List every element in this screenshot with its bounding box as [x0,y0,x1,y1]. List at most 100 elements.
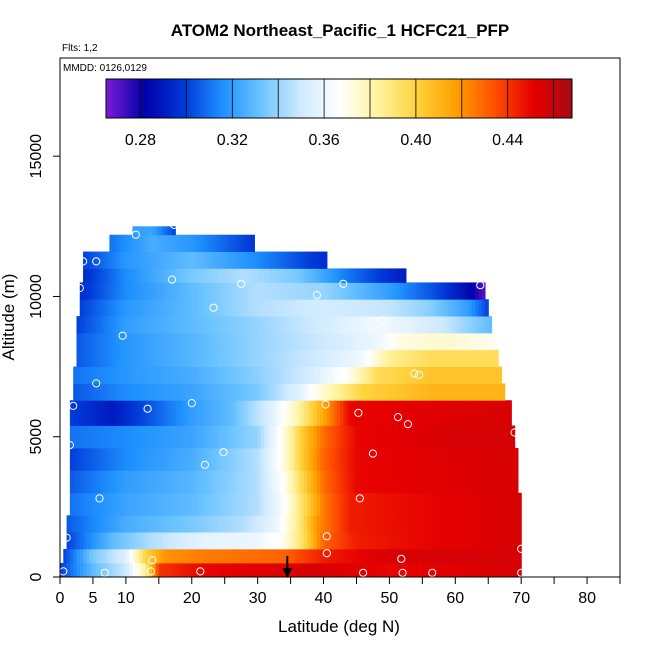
heatmap-cell [353,282,358,300]
colorbar-swatch [467,79,471,118]
heatmap-cell [471,562,476,578]
heatmap-cell [445,282,450,300]
heatmap-cell [244,548,249,564]
heatmap-cell [191,532,196,550]
heatmap-cell [349,349,354,367]
heatmap-cell [445,400,450,426]
heatmap-cell [287,548,292,564]
heatmap-cell [389,366,394,384]
heatmap-cell [389,492,394,516]
heatmap-cell [320,332,325,351]
heatmap-cell [452,282,456,300]
heatmap-cell [168,548,173,564]
heatmap-cell [405,282,410,300]
sample-marker [146,567,155,576]
heatmap-cell [214,447,219,471]
heatmap-cell [76,515,81,533]
heatmap-cell [178,562,183,578]
heatmap-cell [112,282,117,300]
heatmap-cell [369,532,374,550]
sample-marker [339,279,348,288]
heatmap-cell [438,492,443,516]
heatmap-cell [165,251,170,269]
heatmap-cell [382,383,387,401]
heatmap-cell [201,492,206,516]
heatmap-cell [204,234,209,252]
heatmap-cell [475,366,479,384]
colorbar-swatch [513,79,518,118]
heatmap-cell [241,562,246,578]
heatmap-cell [247,562,252,578]
heatmap-cell [102,447,107,471]
heatmap-cell [399,447,404,471]
heatmap-cell [333,299,338,317]
heatmap-cell [445,425,450,449]
heatmap-cell [102,332,107,351]
heatmap-cell [465,383,470,401]
heatmap-cell [208,492,213,516]
heatmap-cell [204,383,209,401]
heatmap-cell [517,548,522,564]
heatmap-cell [274,251,279,269]
heatmap-cell [287,316,292,334]
colorbar-swatch [132,79,136,118]
heatmap-cell [191,268,196,283]
heatmap-cell [89,562,94,578]
heatmap-cell [435,299,440,317]
heatmap-cell [241,251,246,269]
heatmap-cell [458,492,463,516]
heatmap-cell [290,316,295,334]
heatmap-cell [363,332,367,351]
heatmap-cell [363,299,367,317]
heatmap-cell [419,470,423,494]
colorbar-swatch [557,79,561,118]
heatmap-cell [346,383,351,401]
heatmap-cell [452,470,456,494]
heatmap-cell [491,447,496,471]
heatmap-cell [458,282,463,300]
heatmap-cell [484,532,489,550]
heatmap-cell [284,532,288,550]
heatmap-cell [498,562,503,578]
heatmap-cell [389,548,394,564]
heatmap-cell [491,548,496,564]
heatmap-cell [116,268,120,283]
heatmap-cell [316,400,321,426]
heatmap-cell [231,268,236,283]
heatmap-cell [372,268,377,283]
heatmap-cell [175,316,180,334]
heatmap-cell [392,562,397,578]
heatmap-cell [92,366,97,384]
heatmap-cell [237,234,242,252]
heatmap-cell [412,332,417,351]
heatmap-cell [86,316,91,334]
heatmap-cell [323,251,328,269]
heatmap-cell [399,532,404,550]
heatmap-cell [481,400,486,426]
colorbar-swatch [525,79,529,118]
heatmap-cell [135,366,140,384]
heatmap-cell [181,251,186,269]
heatmap-cell [181,282,186,300]
heatmap-cell [234,562,239,578]
heatmap-cell [448,548,453,564]
heatmap-cell [125,299,130,317]
heatmap-cell [204,316,209,334]
heatmap-cell [241,268,246,283]
heatmap-cell [333,316,338,334]
heatmap-cell [178,447,183,471]
heatmap-cell [396,316,400,334]
heatmap-cell [188,251,193,269]
colorbar-swatch [417,79,422,118]
heatmap-cell [116,332,120,351]
heatmap-cell [297,548,302,564]
colorbar-swatch [376,79,381,118]
heatmap-cell [494,400,499,426]
heatmap-cell [293,332,298,351]
heatmap-cell [218,366,223,384]
heatmap-cell [96,470,101,494]
heatmap-cell [455,548,460,564]
heatmap-cell [152,268,157,283]
heatmap-cell [218,332,223,351]
heatmap-cell [504,492,509,516]
